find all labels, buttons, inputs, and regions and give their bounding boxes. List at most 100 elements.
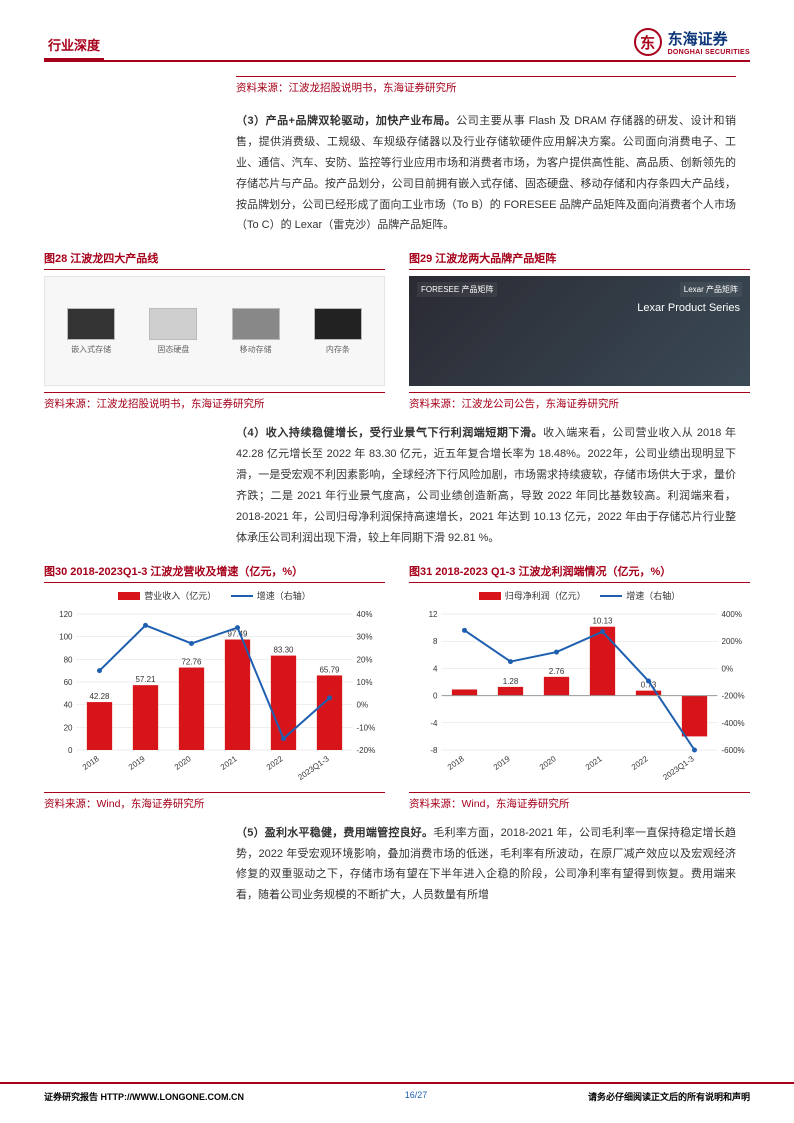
footer-left: 证券研究报告 HTTP://WWW.LONGONE.COM.CN <box>44 1090 244 1103</box>
svg-text:42.28: 42.28 <box>89 692 110 701</box>
paragraph-4: （4）收入持续稳健增长，受行业景气下行利润端短期下滑。收入端来看，公司营业收入从… <box>236 423 736 548</box>
fig28-item-2: 移动存储 <box>240 344 272 355</box>
legend-bar-icon <box>118 592 140 600</box>
svg-text:20%: 20% <box>357 655 373 664</box>
fig29-label-0: FORESEE 产品矩阵 <box>417 282 497 297</box>
svg-text:40%: 40% <box>357 610 373 619</box>
svg-text:80: 80 <box>64 655 73 664</box>
fig29-title: 图29 江波龙两大品牌产品矩阵 <box>409 250 750 270</box>
para3-body: 公司主要从事 Flash 及 DRAM 存储器的研发、设计和销售，提供消费级、工… <box>236 115 736 231</box>
brand-name-cn: 东海证券 <box>668 31 728 48</box>
chart31-legend-line: 增速（右轴） <box>626 591 680 601</box>
svg-text:2019: 2019 <box>492 754 512 772</box>
svg-text:65.79: 65.79 <box>319 665 340 674</box>
fig28-source: 资料来源：江波龙招股说明书，东海证券研究所 <box>44 392 385 411</box>
chart31-plot: -8 -4 0 4 8 12 -600% -400% -200% 0% 200% 400% 1.28 2.… <box>409 606 750 786</box>
chart31-source: 资料来源：Wind，东海证券研究所 <box>409 792 750 811</box>
legend-line-icon <box>231 595 253 597</box>
svg-text:2023Q1-3: 2023Q1-3 <box>296 754 331 782</box>
figure-row-30-31: 图30 2018-2023Q1-3 江波龙营收及增速（亿元，%） 营业收入（亿元… <box>44 563 750 811</box>
svg-text:10.13: 10.13 <box>592 616 613 625</box>
svg-text:120: 120 <box>59 610 73 619</box>
fig28-item-0: 嵌入式存储 <box>71 344 111 355</box>
svg-text:83.30: 83.30 <box>273 645 294 654</box>
svg-text:2018: 2018 <box>81 754 101 772</box>
svg-text:0%: 0% <box>357 700 369 709</box>
svg-text:57.21: 57.21 <box>135 675 156 684</box>
footer-page: 16/27 <box>405 1090 428 1103</box>
svg-text:2022: 2022 <box>265 754 285 772</box>
chart30-legend-line: 增速（右轴） <box>257 591 311 601</box>
svg-text:12: 12 <box>429 610 438 619</box>
svg-text:60: 60 <box>64 678 73 687</box>
para3-lead: （3）产品+品牌双轮驱动，加快产业布局。 <box>236 115 456 127</box>
chart30-title: 图30 2018-2023Q1-3 江波龙营收及增速（亿元，%） <box>44 563 385 583</box>
chart31-title: 图31 2018-2023 Q1-3 江波龙利润端情况（亿元，%） <box>409 563 750 583</box>
para4-body: 收入端来看，公司营业收入从 2018 年 42.28 亿元增长至 2022 年 … <box>236 427 736 543</box>
chart30-plot: 0 20 40 60 80 100 120 -20% -10% 0% 10% 20% 30% 40% 42.… <box>44 606 385 786</box>
svg-text:2021: 2021 <box>584 754 604 772</box>
legend-line-icon <box>600 595 622 597</box>
fig29-series-text: Lexar Product Series <box>637 302 740 314</box>
svg-text:0: 0 <box>68 746 73 755</box>
brand-name-en: DONGHAI SECURITIES <box>668 49 750 56</box>
svg-text:100: 100 <box>59 632 73 641</box>
source-citation-prev: 资料来源：江波龙招股说明书，东海证券研究所 <box>236 76 736 95</box>
svg-text:2.76: 2.76 <box>549 667 565 676</box>
paragraph-3: （3）产品+品牌双轮驱动，加快产业布局。公司主要从事 Flash 及 DRAM … <box>236 111 736 236</box>
chart30-source: 资料来源：Wind，东海证券研究所 <box>44 792 385 811</box>
fig28-item-1: 固态硬盘 <box>157 344 189 355</box>
chart31-legend: 归母净利润（亿元） 增速（右轴） <box>409 589 750 602</box>
svg-text:0: 0 <box>433 691 438 700</box>
header-category: 行业深度 <box>44 35 104 62</box>
svg-text:20: 20 <box>64 723 73 732</box>
svg-text:-4: -4 <box>430 718 438 727</box>
svg-text:2022: 2022 <box>630 754 650 772</box>
chart30-legend: 营业收入（亿元） 增速（右轴） <box>44 589 385 602</box>
footer-right: 请务必仔细阅读正文后的所有说明和声明 <box>588 1090 750 1103</box>
svg-text:72.76: 72.76 <box>181 657 202 666</box>
svg-text:2018: 2018 <box>446 754 466 772</box>
fig29-source: 资料来源：江波龙公司公告，东海证券研究所 <box>409 392 750 411</box>
figure-row-28-29: 图28 江波龙四大产品线 嵌入式存储 固态硬盘 移动存储 内存条 资料来源：江波… <box>44 250 750 411</box>
fig29-label-1: Lexar 产品矩阵 <box>680 282 742 297</box>
brand-block: 东 东海证券 DONGHAI SECURITIES <box>634 28 750 56</box>
svg-text:40: 40 <box>64 700 73 709</box>
svg-text:2021: 2021 <box>219 754 239 772</box>
figure-30: 图30 2018-2023Q1-3 江波龙营收及增速（亿元，%） 营业收入（亿元… <box>44 563 385 811</box>
chart31-legend-bar: 归母净利润（亿元） <box>505 591 586 601</box>
svg-text:2020: 2020 <box>173 754 193 772</box>
svg-text:4: 4 <box>433 664 438 673</box>
svg-text:200%: 200% <box>722 637 742 646</box>
svg-text:0%: 0% <box>722 664 734 673</box>
fig29-image: FORESEE 产品矩阵 Lexar 产品矩阵 Lexar Product Se… <box>409 276 750 386</box>
fig28-item-3: 内存条 <box>326 344 350 355</box>
para5-lead: （5）盈利水平稳健，费用端管控良好。 <box>236 827 433 839</box>
svg-text:-8: -8 <box>430 746 438 755</box>
svg-text:-10%: -10% <box>357 723 376 732</box>
fig28-image: 嵌入式存储 固态硬盘 移动存储 内存条 <box>44 276 385 386</box>
svg-text:2019: 2019 <box>127 754 147 772</box>
paragraph-5: （5）盈利水平稳健，费用端管控良好。毛利率方面，2018-2021 年，公司毛利… <box>236 823 736 907</box>
svg-text:2020: 2020 <box>538 754 558 772</box>
svg-text:30%: 30% <box>357 632 373 641</box>
svg-text:-600%: -600% <box>722 746 745 755</box>
para4-lead: （4）收入持续稳健增长，受行业景气下行利润端短期下滑。 <box>236 427 543 439</box>
svg-text:-400%: -400% <box>722 718 745 727</box>
figure-28: 图28 江波龙四大产品线 嵌入式存储 固态硬盘 移动存储 内存条 资料来源：江波… <box>44 250 385 411</box>
svg-text:10%: 10% <box>357 678 373 687</box>
legend-bar-icon <box>479 592 501 600</box>
svg-text:1.28: 1.28 <box>503 677 519 686</box>
svg-text:-200%: -200% <box>722 691 745 700</box>
svg-text:8: 8 <box>433 637 438 646</box>
svg-text:2023Q1-3: 2023Q1-3 <box>661 754 696 782</box>
chart30-legend-bar: 营业收入（亿元） <box>144 591 216 601</box>
page-footer: 证券研究报告 HTTP://WWW.LONGONE.COM.CN 16/27 请… <box>0 1082 794 1103</box>
brand-logo-icon: 东 <box>634 28 662 56</box>
figure-31: 图31 2018-2023 Q1-3 江波龙利润端情况（亿元，%） 归母净利润（… <box>409 563 750 811</box>
figure-29: 图29 江波龙两大品牌产品矩阵 FORESEE 产品矩阵 Lexar 产品矩阵 … <box>409 250 750 411</box>
page-header: 行业深度 东 东海证券 DONGHAI SECURITIES <box>44 28 750 62</box>
fig28-title: 图28 江波龙四大产品线 <box>44 250 385 270</box>
svg-text:400%: 400% <box>722 610 742 619</box>
svg-text:-20%: -20% <box>357 746 376 755</box>
